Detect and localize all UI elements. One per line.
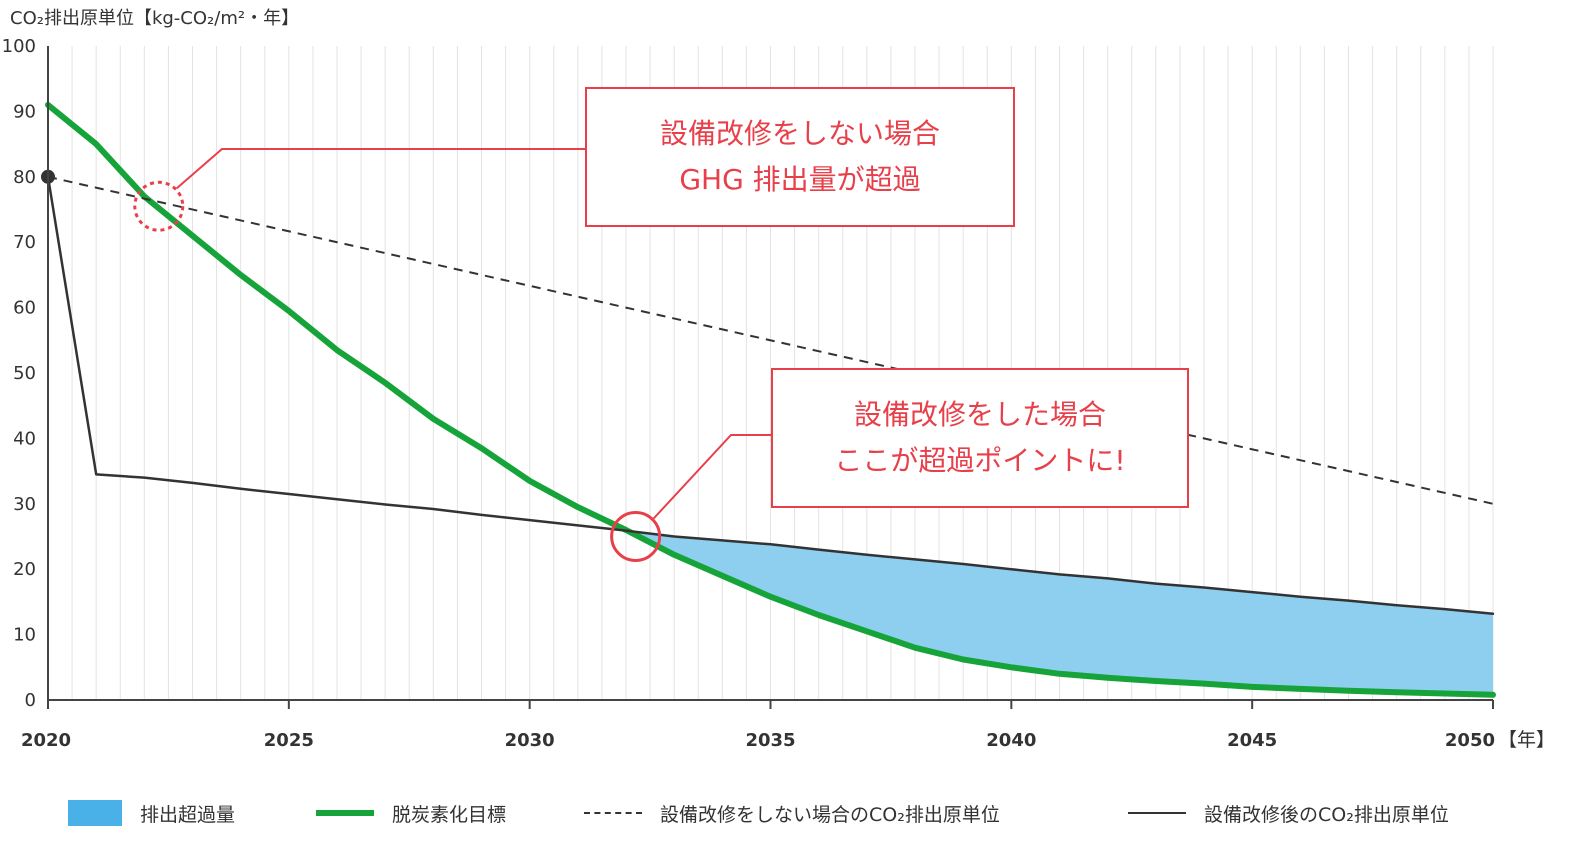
y-tick-label: 80 [13,167,36,188]
x-tick-label: 2025 [264,730,314,751]
series-line-0 [45,101,1496,698]
legend-label-target: 脱炭素化目標 [392,803,507,826]
y-tick-label: 0 [25,690,36,711]
y-tick-label: 20 [13,559,36,580]
highlight-circle-solid [610,511,662,562]
x-tick-label: 2035 [745,730,795,751]
y-tick-label: 30 [13,494,36,515]
y-tick-label: 100 [2,36,36,57]
callout-connector-0 [176,148,585,189]
legend-item-no-renovation: 設備改修をしない場合のCO₂排出原単位 [584,795,1000,831]
legend-swatch-target [316,810,374,816]
x-tick-label: 2030 [505,730,555,751]
legend-item-excess: 排出超過量 [68,795,235,831]
series-line-2 [46,175,1495,615]
highlight-circle-dotted [133,180,185,232]
x-tick-label: 2020 [21,730,71,751]
callout-connector-1 [652,434,771,520]
y-tick-label: 60 [13,298,36,319]
excess-area-layer [635,531,1493,695]
callout-with-renovation: 設備改修をした場合 ここが超過ポイントに! [771,368,1189,508]
excess-area [635,531,1493,695]
x-axis-unit: 【年】 [1498,729,1555,751]
x-tick-label: 2050 [1445,730,1495,751]
callout-line-1: 設備改修をしない場合 [659,117,940,150]
y-tick-label: 10 [13,625,36,646]
series-layer [41,101,1496,698]
legend-item-renovated: 設備改修後のCO₂排出原単位 [1128,795,1449,831]
y-tick-label: 90 [13,101,36,122]
series-line-1 [47,175,1494,505]
legend-swatch-no-renovation [584,812,642,814]
x-tick-label: 2045 [1227,730,1277,751]
y-axis-label: CO₂排出原単位【kg-CO₂/m²・年】 [10,8,300,29]
legend: 排出超過量 脱炭素化目標 設備改修をしない場合のCO₂排出原単位 設備改修後のC… [0,795,1596,835]
callout-line-2: GHG 排出量が超過 [679,163,921,196]
callout-connectors [133,148,771,562]
x-tick-label: 2040 [986,730,1036,751]
legend-label-no-renovation: 設備改修をしない場合のCO₂排出原単位 [660,803,1000,826]
callout-line-2: ここが超過ポイントに! [834,444,1126,477]
legend-swatch-renovated [1128,812,1186,814]
y-tick-label: 50 [13,363,36,384]
legend-item-target: 脱炭素化目標 [316,795,506,831]
y-tick-label: 70 [13,232,36,253]
legend-label-excess: 排出超過量 [140,803,236,826]
callout-no-renovation: 設備改修をしない場合 GHG 排出量が超過 [585,87,1015,227]
y-tick-label: 40 [13,428,36,449]
callout-line-1: 設備改修をした場合 [853,398,1106,431]
legend-swatch-excess [68,800,122,826]
legend-label-renovated: 設備改修後のCO₂排出原単位 [1204,803,1449,826]
